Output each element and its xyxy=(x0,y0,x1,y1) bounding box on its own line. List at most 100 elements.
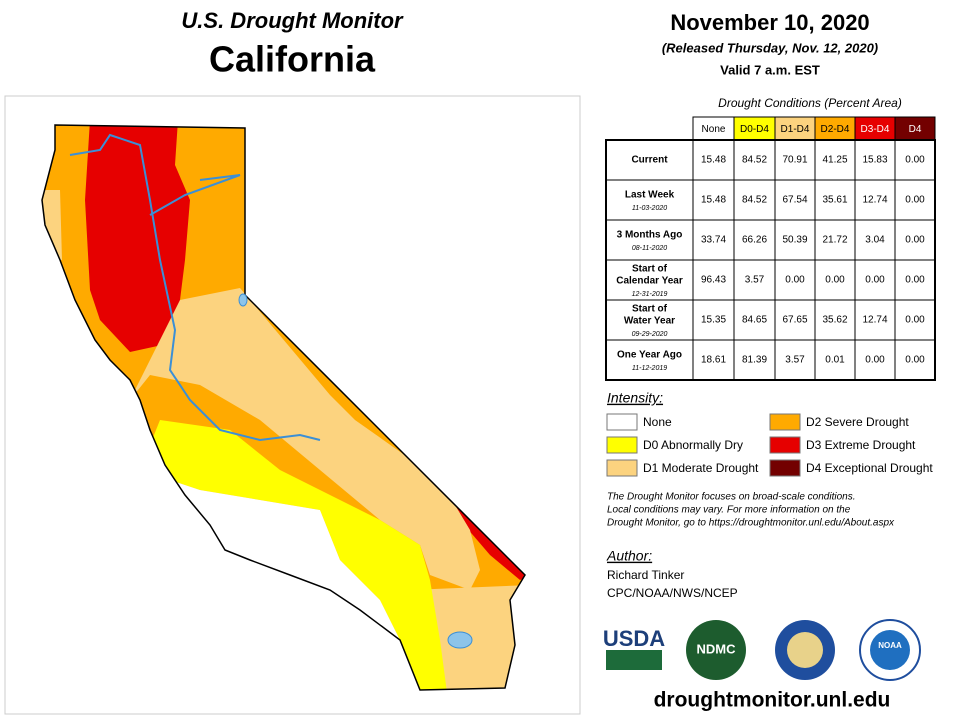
note-line: Drought Monitor, go to https://droughtmo… xyxy=(607,518,895,529)
cell xyxy=(854,339,896,381)
row-label: One Year Ago xyxy=(617,350,682,361)
row-date: 09-29-2020 xyxy=(632,331,668,338)
cell-value: 66.26 xyxy=(742,235,767,246)
legend-swatch xyxy=(769,413,801,431)
cell xyxy=(774,339,816,381)
row-date: 08-11-2020 xyxy=(632,245,667,252)
row-label-cell xyxy=(605,259,694,301)
legend-title: Intensity: xyxy=(607,390,663,406)
released: (Released Thursday, Nov. 12, 2020) xyxy=(662,40,878,55)
cell-value: 33.74 xyxy=(701,235,726,246)
legend-label: D4 Exceptional Drought xyxy=(806,461,933,475)
table-caption: Drought Conditions (Percent Area) xyxy=(718,96,902,110)
cell-value: 0.00 xyxy=(905,355,925,366)
column-header: D4 xyxy=(909,124,922,135)
column-header: D2-D4 xyxy=(821,124,850,135)
valid: Valid 7 a.m. EST xyxy=(720,62,820,77)
legend-swatch xyxy=(606,459,638,477)
cell-value: 50.39 xyxy=(782,235,807,246)
cell xyxy=(854,299,896,341)
table-border xyxy=(605,139,936,381)
cell xyxy=(854,219,896,261)
column-header: D3-D4 xyxy=(861,124,890,135)
cell-value: 0.00 xyxy=(865,275,885,286)
legend-swatch xyxy=(606,436,638,454)
noaa-logo-inner xyxy=(870,630,910,670)
row-date: 12-31-2019 xyxy=(632,291,668,298)
cell-value: 84.52 xyxy=(742,155,767,166)
row-label: Last Week xyxy=(625,190,675,201)
usda-logo-band xyxy=(606,650,662,670)
cell xyxy=(733,219,776,261)
legend-label: D1 Moderate Drought xyxy=(643,461,759,475)
cell-value: 35.61 xyxy=(822,195,847,206)
row-label-cell xyxy=(605,139,694,181)
cell-value: 0.00 xyxy=(905,155,925,166)
cell xyxy=(774,179,816,221)
cell-value: 35.62 xyxy=(822,315,847,326)
cell-value: 0.00 xyxy=(905,235,925,246)
row-label-cell xyxy=(605,339,694,381)
cell xyxy=(692,339,735,381)
note: The Drought Monitor focuses on broad-sca… xyxy=(607,492,895,529)
d1-area xyxy=(42,190,62,260)
cell-value: 96.43 xyxy=(701,275,726,286)
state-name: California xyxy=(209,39,376,80)
cell-value: 3.57 xyxy=(745,275,765,286)
cell xyxy=(774,299,816,341)
cell-value: 12.74 xyxy=(862,315,887,326)
ndmc-logo xyxy=(686,620,746,680)
note-line: The Drought Monitor focuses on broad-sca… xyxy=(607,492,855,503)
row-date: 11-12-2019 xyxy=(632,365,667,372)
state-outline xyxy=(41,124,526,691)
legend-swatch xyxy=(769,436,801,454)
cell-value: 0.00 xyxy=(905,315,925,326)
cell-value: 0.00 xyxy=(905,275,925,286)
cell-value: 0.00 xyxy=(785,275,805,286)
cell xyxy=(692,139,735,181)
d3-area xyxy=(85,125,190,352)
cell-value: 0.00 xyxy=(865,355,885,366)
ndmc-logo-text: NDMC xyxy=(697,641,737,656)
cell-value: 81.39 xyxy=(742,355,767,366)
cell-value: 15.48 xyxy=(701,195,726,206)
author-name: Richard Tinker xyxy=(607,568,684,582)
cell-value: 70.91 xyxy=(782,155,807,166)
cell xyxy=(692,299,735,341)
map-frame xyxy=(4,95,581,715)
cell xyxy=(774,219,816,261)
legend-label: D3 Extreme Drought xyxy=(806,438,916,452)
cell-value: 12.74 xyxy=(862,195,887,206)
cell xyxy=(733,299,776,341)
cell xyxy=(814,179,856,221)
cell xyxy=(814,259,856,301)
column-header: None xyxy=(702,124,726,135)
legend-label: None xyxy=(643,415,672,429)
cell xyxy=(774,259,816,301)
row-label: 3 Months Ago xyxy=(617,230,683,241)
commerce-logo-inner xyxy=(787,632,823,668)
cell-value: 3.04 xyxy=(865,235,885,246)
table: None D0-D4 D1-D4 D2-D4 D3-D4 D4 Current 15.48 84… xyxy=(605,116,936,381)
cell xyxy=(854,259,896,301)
column-header: D0-D4 xyxy=(740,124,769,135)
lake xyxy=(238,293,248,307)
cell-value: 15.83 xyxy=(862,155,887,166)
row-label: Current xyxy=(631,155,668,166)
url: droughtmonitor.unl.edu xyxy=(654,689,891,712)
legend-label: D2 Severe Drought xyxy=(806,415,909,429)
cell xyxy=(894,299,936,341)
row-label-cell xyxy=(605,179,694,221)
d0-area xyxy=(140,420,448,690)
legend-swatch xyxy=(769,459,801,477)
legend-label: D0 Abnormally Dry xyxy=(643,438,743,452)
noaa-logo-text: NOAA xyxy=(878,641,902,650)
d1-area xyxy=(130,288,480,590)
cell xyxy=(733,259,776,301)
title: U.S. Drought Monitor xyxy=(181,8,404,33)
row-label: Start of xyxy=(632,264,668,275)
row-label: Water Year xyxy=(624,316,675,327)
row-label: Start of xyxy=(632,304,668,315)
date: November 10, 2020 xyxy=(670,10,869,35)
